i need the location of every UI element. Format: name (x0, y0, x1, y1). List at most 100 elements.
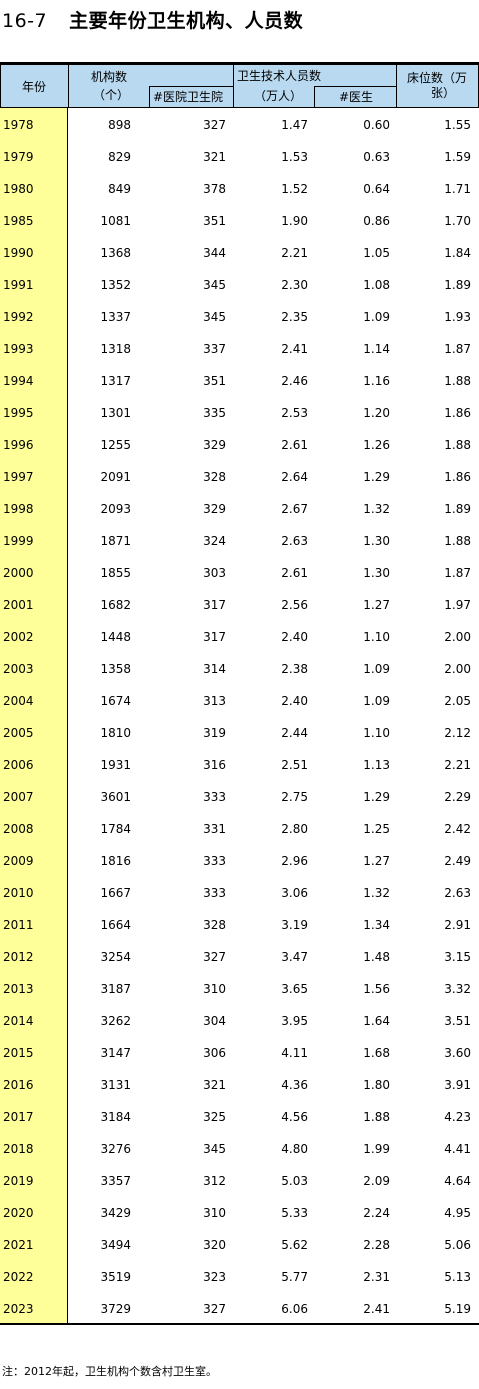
table-row: 2009 1816 333 2.96 1.27 2.49 (0, 844, 479, 876)
year-cell: 2002 (3, 630, 34, 644)
year-cell: 2023 (3, 1302, 34, 1316)
institutions-cell: 1931 (100, 758, 131, 772)
staff-cell: 2.44 (281, 726, 308, 740)
staff-cell: 2.56 (281, 598, 308, 612)
doctors-cell: 2.24 (363, 1206, 390, 1220)
year-cell: 1996 (3, 438, 34, 452)
staff-cell: 3.47 (281, 950, 308, 964)
doctors-cell: 1.56 (363, 982, 390, 996)
staff-cell: 2.38 (281, 662, 308, 676)
doctors-cell: 1.32 (363, 886, 390, 900)
table-row: 2017 3184 325 4.56 1.88 4.23 (0, 1100, 479, 1132)
hospitals-cell: 321 (203, 1078, 226, 1092)
beds-cell: 3.51 (444, 1014, 471, 1028)
hospitals-cell: 351 (203, 214, 226, 228)
doctors-cell: 0.64 (363, 182, 390, 196)
header-year: 年份 (0, 64, 69, 108)
staff-cell: 2.67 (281, 502, 308, 516)
year-cell: 1980 (3, 182, 34, 196)
year-column-background (0, 108, 68, 1325)
institutions-cell: 1664 (100, 918, 131, 932)
beds-cell: 1.71 (444, 182, 471, 196)
institutions-cell: 3519 (100, 1270, 131, 1284)
table-row: 2012 3254 327 3.47 1.48 3.15 (0, 940, 479, 972)
table-row: 1995 1301 335 2.53 1.20 1.86 (0, 396, 479, 428)
hospitals-cell: 317 (203, 630, 226, 644)
staff-cell: 5.62 (281, 1238, 308, 1252)
doctors-cell: 1.64 (363, 1014, 390, 1028)
hospitals-cell: 378 (203, 182, 226, 196)
doctors-cell: 1.13 (363, 758, 390, 772)
year-cell: 2000 (3, 566, 34, 580)
institutions-cell: 849 (108, 182, 131, 196)
year-cell: 1990 (3, 246, 34, 260)
year-cell: 2013 (3, 982, 34, 996)
institutions-cell: 3494 (100, 1238, 131, 1252)
table-row: 1991 1352 345 2.30 1.08 1.89 (0, 268, 479, 300)
doctors-cell: 1.68 (363, 1046, 390, 1060)
hospitals-cell: 333 (203, 854, 226, 868)
hospitals-cell: 333 (203, 790, 226, 804)
institutions-cell: 3601 (100, 790, 131, 804)
beds-cell: 2.00 (444, 630, 471, 644)
hospitals-cell: 328 (203, 918, 226, 932)
header-beds: 床位数（万 张） (396, 64, 479, 108)
doctors-cell: 1.88 (363, 1110, 390, 1124)
header-institutions: 机构数 (68, 64, 234, 89)
staff-cell: 2.80 (281, 822, 308, 836)
institutions-cell: 1317 (100, 374, 131, 388)
doctors-cell: 1.20 (363, 406, 390, 420)
beds-cell: 1.59 (444, 150, 471, 164)
year-cell: 2008 (3, 822, 34, 836)
table-row: 1994 1317 351 2.46 1.16 1.88 (0, 364, 479, 396)
table-row: 1978 898 327 1.47 0.60 1.55 (0, 108, 479, 140)
beds-cell: 1.84 (444, 246, 471, 260)
staff-cell: 3.19 (281, 918, 308, 932)
beds-cell: 1.87 (444, 342, 471, 356)
institutions-cell: 3729 (100, 1302, 131, 1316)
institutions-cell: 3262 (100, 1014, 131, 1028)
beds-cell: 2.12 (444, 726, 471, 740)
hospitals-cell: 314 (203, 662, 226, 676)
table-row: 2015 3147 306 4.11 1.68 3.60 (0, 1036, 479, 1068)
staff-cell: 6.06 (281, 1302, 308, 1316)
hospitals-cell: 316 (203, 758, 226, 772)
table-row: 2000 1855 303 2.61 1.30 1.87 (0, 556, 479, 588)
institutions-cell: 1871 (100, 534, 131, 548)
staff-cell: 2.21 (281, 246, 308, 260)
beds-cell: 4.23 (444, 1110, 471, 1124)
institutions-cell: 3254 (100, 950, 131, 964)
institutions-cell: 1337 (100, 310, 131, 324)
year-cell: 2022 (3, 1270, 34, 1284)
beds-cell: 4.64 (444, 1174, 471, 1188)
year-cell: 2005 (3, 726, 34, 740)
year-cell: 2016 (3, 1078, 34, 1092)
beds-cell: 2.29 (444, 790, 471, 804)
beds-cell: 5.13 (444, 1270, 471, 1284)
doctors-cell: 0.86 (363, 214, 390, 228)
staff-cell: 5.33 (281, 1206, 308, 1220)
staff-cell: 2.64 (281, 470, 308, 484)
doctors-cell: 1.09 (363, 662, 390, 676)
hospitals-cell: 306 (203, 1046, 226, 1060)
doctors-cell: 1.99 (363, 1142, 390, 1156)
staff-cell: 2.30 (281, 278, 308, 292)
staff-cell: 3.95 (281, 1014, 308, 1028)
year-cell: 2006 (3, 758, 34, 772)
institutions-cell: 1674 (100, 694, 131, 708)
institutions-cell: 1682 (100, 598, 131, 612)
hospitals-cell: 320 (203, 1238, 226, 1252)
table-row: 1998 2093 329 2.67 1.32 1.89 (0, 492, 479, 524)
year-cell: 1994 (3, 374, 34, 388)
institutions-cell: 1667 (100, 886, 131, 900)
year-cell: 1978 (3, 118, 34, 132)
staff-cell: 2.40 (281, 630, 308, 644)
institutions-cell: 3184 (100, 1110, 131, 1124)
hospitals-cell: 313 (203, 694, 226, 708)
beds-cell: 2.91 (444, 918, 471, 932)
year-cell: 2017 (3, 1110, 34, 1124)
staff-cell: 4.56 (281, 1110, 308, 1124)
staff-cell: 2.41 (281, 342, 308, 356)
beds-cell: 4.95 (444, 1206, 471, 1220)
year-cell: 2020 (3, 1206, 34, 1220)
